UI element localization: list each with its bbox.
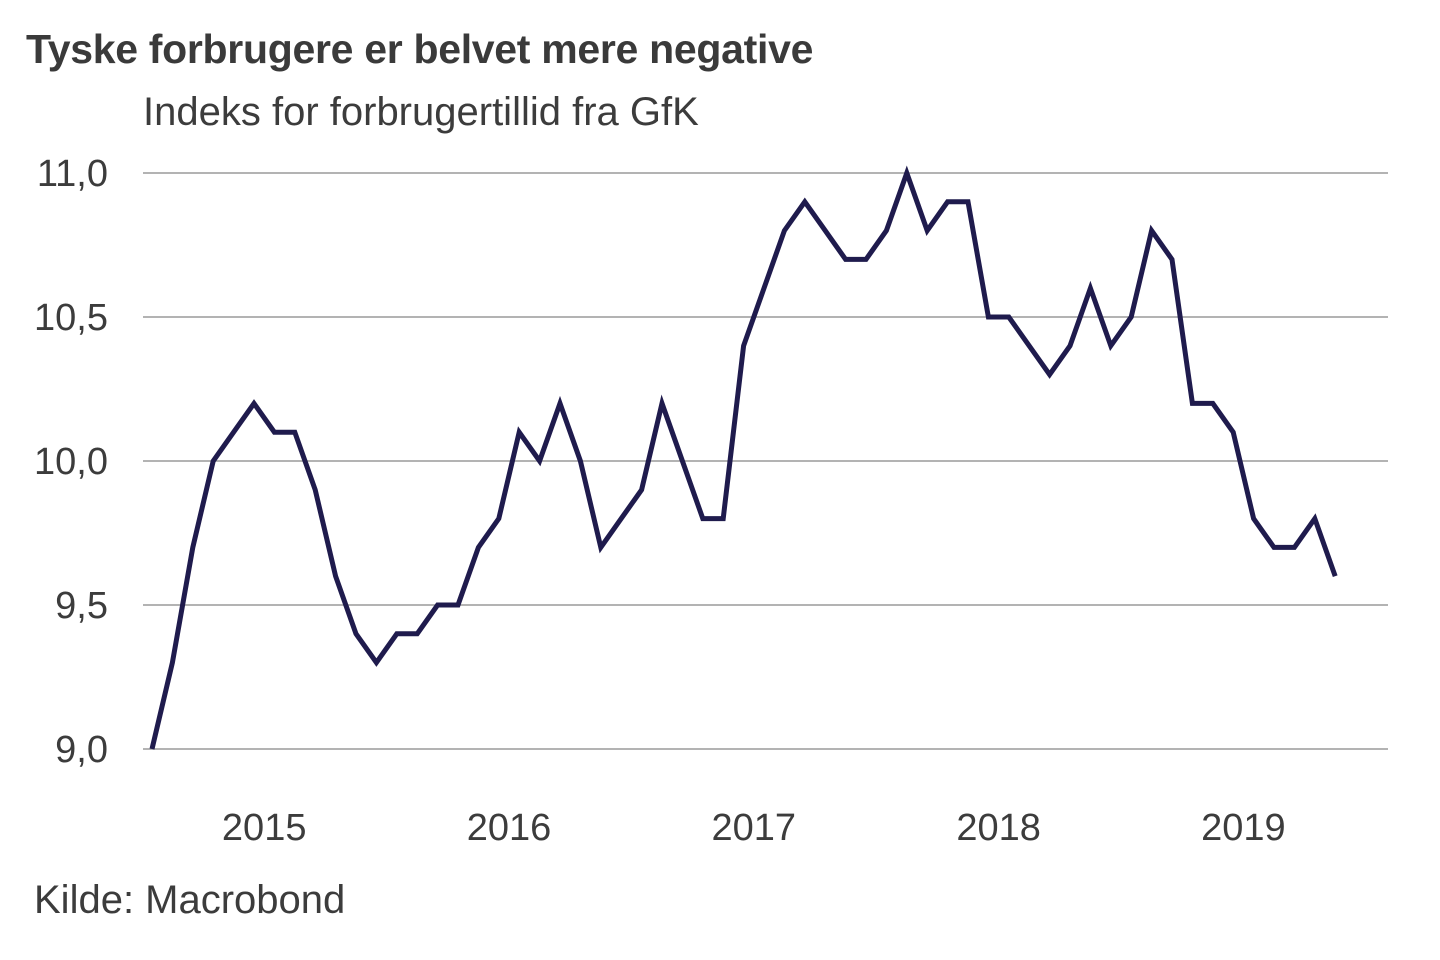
y-tick-label: 11,0	[37, 153, 108, 195]
source-note: Kilde: Macrobond	[34, 878, 346, 922]
x-axis-tick-labels: 2015 2016 2017 2018 2019	[222, 807, 1286, 849]
y-tick-label: 10,5	[34, 297, 108, 339]
y-tick-label: 10,0	[34, 441, 108, 483]
gridlines	[143, 172, 1388, 750]
x-tick-label: 2018	[956, 807, 1041, 849]
x-tick-label: 2015	[222, 807, 307, 849]
y-tick-label: 9,5	[55, 585, 108, 627]
series-layer	[149, 165, 1338, 750]
series-line	[149, 165, 1338, 750]
chart-title: Tyske forbrugere er belvet mere negative	[26, 26, 814, 72]
chart-subtitle: Indeks for forbrugertillid fra GfK	[143, 90, 699, 134]
x-tick-label: 2019	[1201, 807, 1286, 849]
x-tick-label: 2016	[467, 807, 552, 849]
x-tick-label: 2017	[712, 807, 797, 849]
y-tick-label: 9,0	[55, 729, 108, 771]
y-axis-tick-labels: 9,0 9,5 10,0 10,5 11,0	[34, 153, 108, 771]
